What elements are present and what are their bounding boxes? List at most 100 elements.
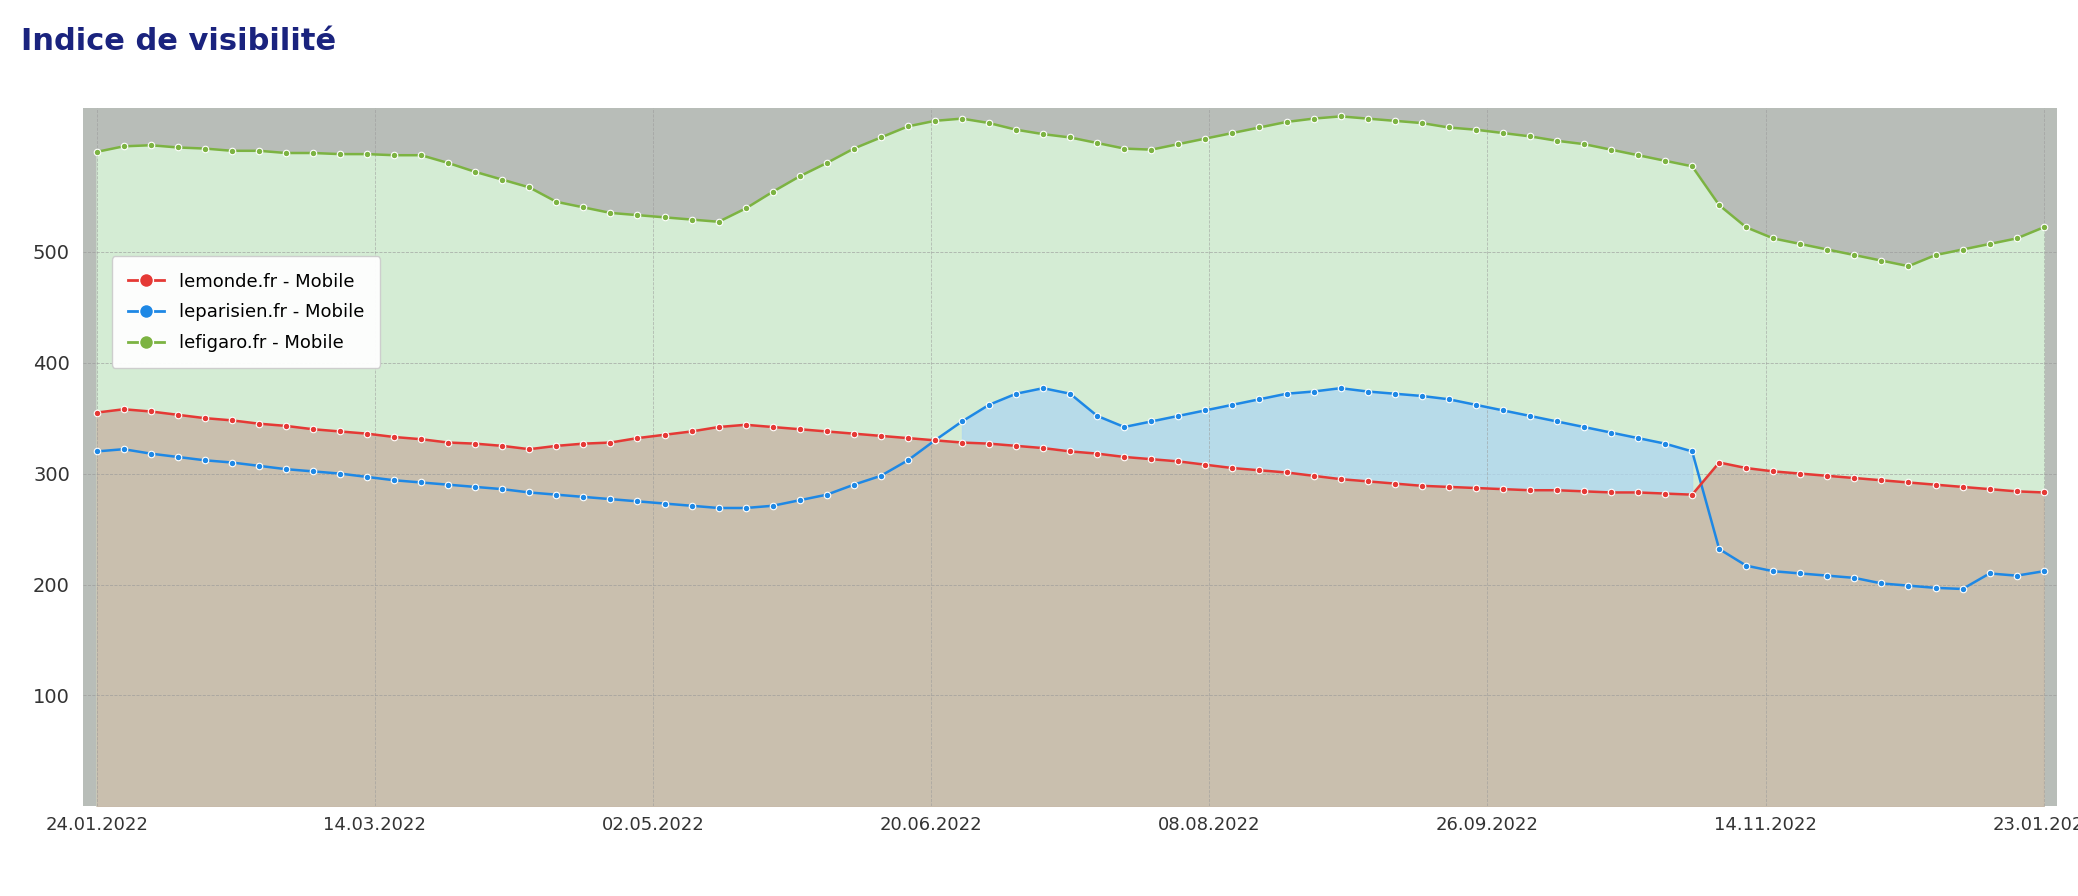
Point [1135, 452, 1168, 466]
Point [729, 418, 763, 432]
Point [1540, 134, 1573, 148]
Point [432, 156, 465, 170]
Point [1459, 481, 1492, 495]
Point [1594, 486, 1627, 500]
Point [1000, 123, 1033, 137]
Point [1999, 231, 2032, 246]
Point [1945, 479, 1978, 494]
Text: Indice de visibilité: Indice de visibilité [21, 27, 337, 56]
Point [1108, 420, 1141, 435]
Point [1702, 542, 1735, 556]
Point [1729, 558, 1762, 573]
Point [513, 180, 547, 194]
Point [1972, 566, 2005, 581]
Point [1108, 142, 1141, 156]
Point [1891, 475, 1924, 489]
Point [1108, 450, 1141, 464]
Point [1756, 464, 1789, 478]
Point [945, 414, 979, 428]
Point [189, 142, 222, 156]
Point [1837, 471, 1870, 486]
Point [1972, 237, 2005, 251]
Point [243, 417, 276, 431]
Point [351, 426, 384, 441]
Point [1513, 483, 1546, 497]
Point [1567, 137, 1600, 151]
Point [1999, 568, 2032, 582]
Point [1297, 384, 1330, 399]
Point [1297, 469, 1330, 483]
Point [810, 425, 844, 439]
Point [1540, 483, 1573, 497]
Point [270, 462, 303, 477]
Point [1945, 582, 1978, 596]
Point [648, 496, 682, 511]
Point [1189, 132, 1222, 146]
Point [1945, 242, 1978, 256]
Point [108, 402, 141, 417]
Point [135, 404, 168, 418]
Point [459, 479, 492, 494]
Point [459, 436, 492, 451]
Point [1864, 473, 1897, 487]
Point [864, 469, 898, 483]
Point [540, 194, 574, 209]
Point [324, 425, 357, 439]
Point [1837, 248, 1870, 263]
Point [891, 453, 925, 468]
Point [1054, 386, 1087, 401]
Point [1621, 431, 1654, 445]
Point [1756, 231, 1789, 246]
Point [918, 433, 952, 447]
Point [648, 427, 682, 442]
Point [1783, 467, 1816, 481]
Point [594, 435, 628, 450]
Point [405, 148, 438, 162]
Point [1081, 446, 1114, 461]
Point [594, 492, 628, 506]
Point [837, 478, 871, 492]
Point [1027, 381, 1060, 395]
Point [378, 430, 411, 444]
Point [621, 431, 655, 445]
Point [1486, 403, 1519, 418]
Point [702, 215, 736, 229]
Point [324, 147, 357, 161]
Point [1702, 198, 1735, 212]
Point [1594, 142, 1627, 157]
Point [540, 439, 574, 453]
Point [189, 453, 222, 468]
Point [1054, 130, 1087, 144]
Point [783, 493, 817, 507]
Point [351, 147, 384, 161]
Point [216, 143, 249, 158]
Point [1243, 392, 1276, 407]
Point [973, 398, 1006, 412]
Point [405, 432, 438, 446]
Point [1702, 455, 1735, 470]
Point [621, 208, 655, 222]
Point [1324, 472, 1357, 487]
Point [756, 420, 790, 435]
Point [1243, 120, 1276, 134]
Point [1918, 248, 1951, 263]
Point [1675, 487, 1708, 502]
Point [1270, 465, 1303, 479]
Point [973, 116, 1006, 130]
Point [1405, 116, 1438, 130]
Point [513, 442, 547, 456]
Point [270, 146, 303, 160]
Point [297, 146, 330, 160]
Point [1405, 389, 1438, 403]
Point [270, 418, 303, 433]
Point [324, 467, 357, 481]
Point [1432, 479, 1465, 494]
Point [1621, 486, 1654, 500]
Point [1054, 444, 1087, 459]
Point [1405, 478, 1438, 493]
Point [1162, 454, 1195, 469]
Point [189, 411, 222, 426]
Point [1891, 259, 1924, 273]
Point [432, 478, 465, 492]
Point [108, 139, 141, 153]
